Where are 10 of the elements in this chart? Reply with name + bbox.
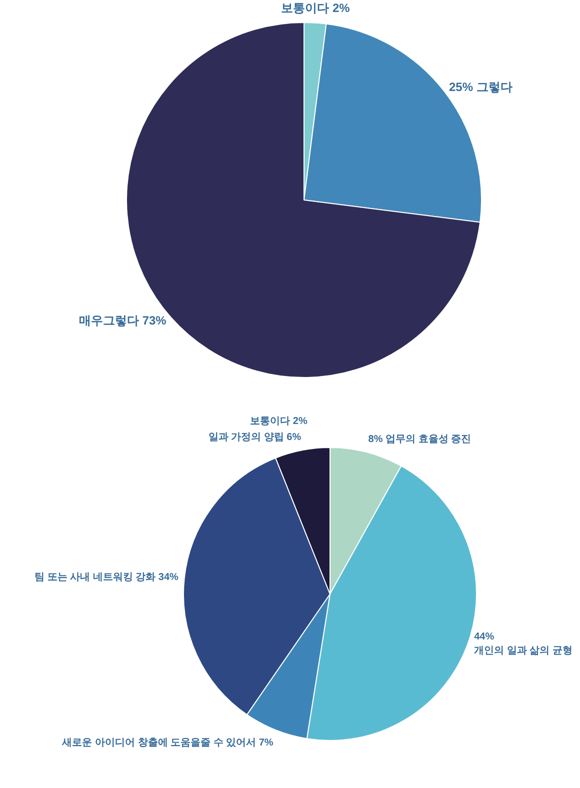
slice-label: 일과 가정의 양립 6% bbox=[208, 432, 302, 444]
slice-label: 개인의 일과 삶의 균형 bbox=[474, 646, 572, 657]
slice-label: 보통이다 2% bbox=[281, 1, 350, 16]
slice-label: 새로운 아이디어 창출에 도움을줄 수 있어서 7% bbox=[61, 737, 274, 748]
slice-label: 매우그렇다 73% bbox=[78, 314, 167, 328]
slice-label: 팀 또는 사내 네트워킹 강화 34% bbox=[34, 572, 179, 583]
slice-label: 25% 그렇다 bbox=[448, 80, 512, 94]
text: 보통이다 2% bbox=[250, 416, 308, 428]
data-label: 44% bbox=[474, 632, 494, 643]
slice-label: 8% 업무의 효율성 증진 bbox=[368, 434, 472, 446]
